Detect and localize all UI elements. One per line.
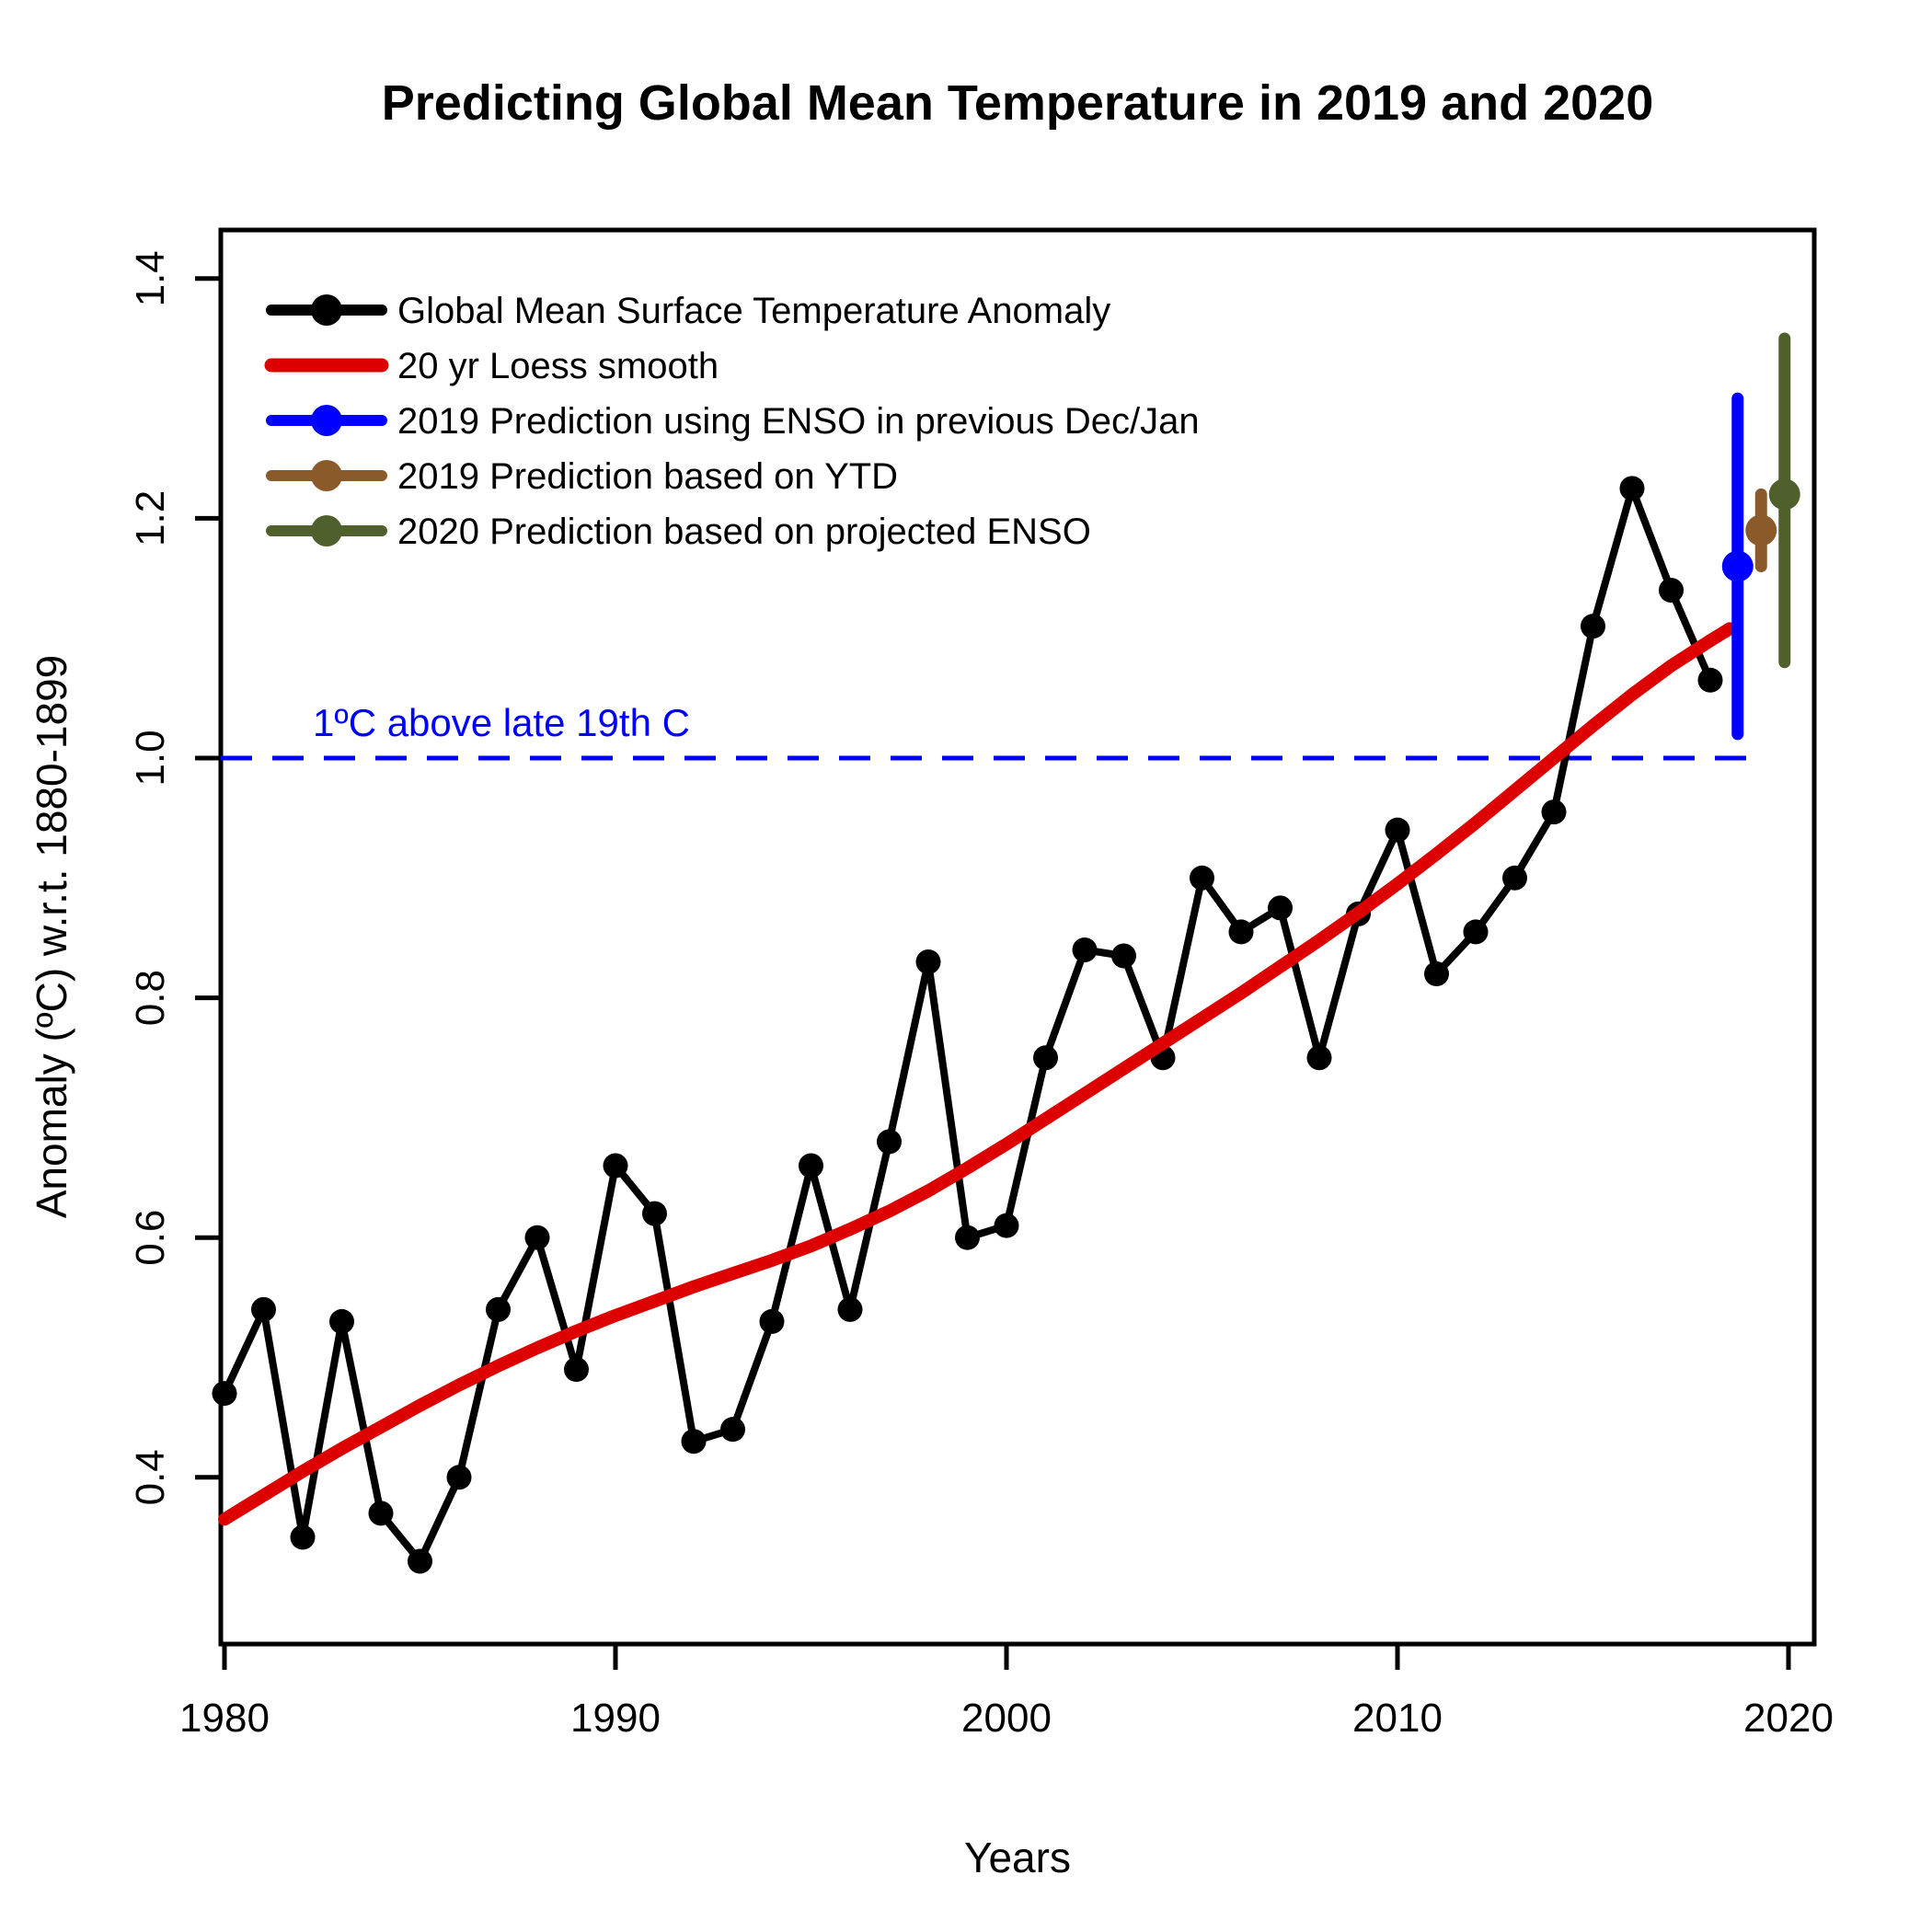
observed-data-point: [1228, 919, 1254, 945]
observed-data-point: [994, 1213, 1019, 1238]
observed-data-point: [212, 1381, 237, 1407]
prediction-bars-group: [1721, 332, 1800, 741]
observed-data-point: [1619, 476, 1645, 501]
x-tick-label: 2000: [961, 1696, 1052, 1741]
legend: Global Mean Surface Temperature Anomaly 2…: [264, 291, 1200, 552]
observed-data-point: [1697, 667, 1723, 693]
legend-item: 20 yr Loess smooth: [264, 346, 719, 386]
y-tick-label: 1.2: [128, 490, 173, 546]
axis-ticks: 1980 1990 2000 2010 2020 0.4 0.6 0.8 1.0 1.2 1.4: [128, 250, 1834, 1741]
y-axis-title: Anomaly (ºC) w.r.t. 1880-1899: [28, 655, 75, 1219]
observed-data-point: [1033, 1045, 1058, 1071]
legend-swatch-dot: [311, 515, 342, 546]
legend-swatch-dot: [311, 460, 342, 491]
observed-data-point: [1111, 943, 1136, 969]
y-tick-label: 0.6: [128, 1210, 173, 1266]
observed-data-point: [877, 1129, 902, 1155]
observed-data-point: [408, 1548, 432, 1574]
observed-data-point: [486, 1296, 511, 1322]
prediction-central-estimate: [1721, 550, 1754, 582]
legend-item: Global Mean Surface Temperature Anomaly: [266, 291, 1110, 331]
observed-data-point: [603, 1153, 628, 1179]
observed-data-point: [524, 1225, 550, 1250]
observed-data-point: [642, 1201, 667, 1226]
x-tick-label: 1990: [570, 1696, 661, 1741]
legend-item-label: Global Mean Surface Temperature Anomaly: [397, 291, 1110, 331]
legend-item: 2019 Prediction based on YTD: [266, 456, 898, 497]
observed-data-point: [759, 1308, 785, 1334]
x-tick-label: 2010: [1352, 1696, 1443, 1741]
prediction-central-estimate: [1745, 514, 1777, 546]
reference-line-label: 1ºC above late 19th C: [313, 701, 690, 744]
observed-data-point: [1385, 817, 1410, 843]
y-tick-label: 1.0: [128, 730, 173, 786]
y-tick-label: 1.4: [128, 250, 173, 306]
y-tick-label: 0.4: [128, 1449, 173, 1505]
x-tick-label: 2020: [1743, 1696, 1834, 1741]
observed-data-point: [329, 1308, 354, 1334]
observed-data-point: [1463, 919, 1489, 945]
observed-data-point: [368, 1501, 394, 1526]
legend-item-label: 2020 Prediction based on projected ENSO: [397, 512, 1091, 552]
observed-data-point: [1306, 1045, 1332, 1071]
x-tick-label: 1980: [179, 1696, 270, 1741]
loess-smooth-line: [218, 622, 1737, 1526]
observed-data-point: [1541, 799, 1567, 825]
observed-data-point: [1072, 937, 1098, 962]
observed-data-point: [1424, 961, 1449, 987]
legend-item: 2019 Prediction using ENSO in previous D…: [266, 401, 1200, 442]
y-tick-label: 0.8: [128, 970, 173, 1026]
observed-data-point: [1581, 614, 1605, 639]
observed-data-point: [720, 1417, 745, 1443]
plot-area: [218, 227, 1817, 1647]
legend-item-label: 2019 Prediction based on YTD: [397, 456, 898, 497]
observed-data-point: [290, 1524, 316, 1550]
observed-data-point: [837, 1296, 863, 1322]
legend-swatch-dot: [311, 294, 342, 326]
series-group: [212, 476, 1737, 1574]
legend-item: 2020 Prediction based on projected ENSO: [266, 512, 1091, 552]
observed-data-point: [446, 1465, 472, 1490]
legend-item-label: 2019 Prediction using ENSO in previous D…: [397, 401, 1200, 442]
observed-data-point: [1502, 865, 1527, 891]
observed-data-point: [251, 1296, 276, 1322]
observed-data-point: [1268, 895, 1293, 921]
x-axis-title: Years: [964, 1834, 1071, 1881]
observed-data-point: [681, 1429, 707, 1455]
observed-data-point: [1190, 865, 1214, 891]
legend-swatch-dot: [311, 405, 342, 436]
prediction-central-estimate: [1768, 478, 1800, 511]
observed-data-point: [1659, 578, 1684, 604]
observed-data-point: [564, 1357, 589, 1383]
observed-data-point: [915, 949, 941, 975]
legend-item-label: 20 yr Loess smooth: [397, 346, 719, 386]
observed-data-point: [799, 1153, 823, 1179]
observed-data-point: [955, 1225, 980, 1250]
chart-title: Predicting Global Mean Temperature in 20…: [382, 75, 1653, 131]
